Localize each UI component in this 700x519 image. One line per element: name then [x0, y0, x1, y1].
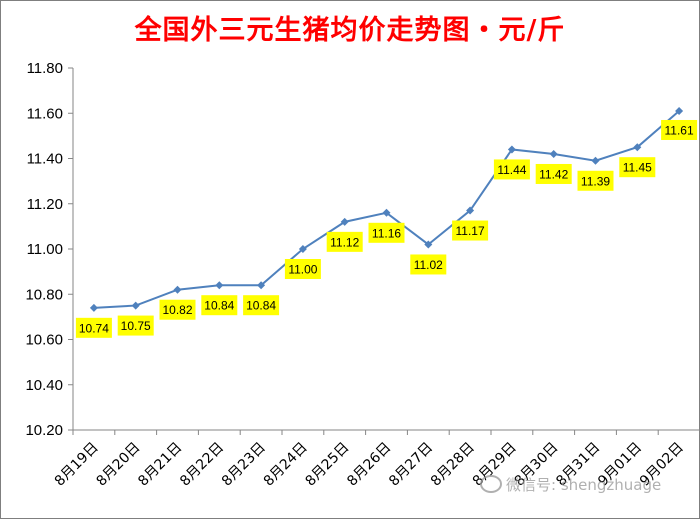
data-label-text: 10.84 — [204, 299, 234, 313]
x-tick-label: 8月27日 — [386, 440, 436, 490]
data-point-marker — [507, 145, 516, 154]
data-point-marker — [173, 285, 182, 294]
data-label-bg — [284, 259, 321, 279]
x-tick-label: 8月21日 — [135, 440, 185, 490]
data-label: 10.74 — [75, 317, 112, 338]
data-label-text: 10.82 — [162, 303, 192, 317]
y-tick-label: 10.40 — [25, 377, 63, 394]
data-label-text: 11.12 — [330, 235, 359, 249]
data-label-bg — [243, 295, 280, 316]
y-tick-label: 11.20 — [27, 196, 63, 213]
data-label-text: 11.02 — [414, 258, 443, 272]
y-tick-label: 11.40 — [27, 151, 63, 168]
data-label-text: 10.75 — [121, 319, 151, 333]
data-label-bg — [619, 157, 656, 178]
watermark-text: 微信号: shengzhuage — [506, 476, 662, 494]
data-label-bg — [452, 220, 489, 241]
data-label: 11.61 — [661, 119, 698, 140]
y-axis-ticks: 10.20 10.40 10.60 10.80 11.00 11.20 11.40 11.60… — [25, 60, 73, 439]
y-tick-label: 10.20 — [25, 422, 63, 439]
data-labels: 10.74 10.75 10.82 10.84 10.84 11.00 11.12 11.16… — [75, 119, 698, 338]
data-label-bg — [535, 163, 572, 184]
data-label: 11.00 — [284, 259, 321, 279]
data-label: 10.75 — [117, 315, 154, 336]
data-point-marker — [89, 303, 98, 312]
x-tick-label: 8月22日 — [177, 440, 227, 490]
wechat-icon — [480, 475, 502, 493]
data-label-bg — [201, 295, 238, 316]
data-label: 11.12 — [326, 231, 363, 252]
data-label-text: 11.00 — [288, 263, 317, 277]
data-label-bg — [661, 119, 698, 140]
y-tick-label: 11.80 — [27, 60, 63, 77]
data-point-marker — [549, 149, 558, 158]
data-label-text: 11.61 — [665, 123, 694, 137]
data-label: 11.17 — [452, 220, 489, 241]
data-point-marker — [466, 206, 475, 215]
x-tick-label: 8月23日 — [219, 440, 269, 490]
x-tick-label: 8月24日 — [261, 440, 311, 490]
data-label-bg — [368, 222, 405, 243]
axes — [72, 68, 700, 431]
x-tick-label: 8月20日 — [94, 440, 144, 490]
data-label: 11.44 — [493, 159, 530, 180]
data-label-text: 11.17 — [456, 224, 485, 238]
data-label-text: 11.44 — [497, 163, 526, 177]
x-tick-label: 8月19日 — [52, 440, 102, 490]
data-point-marker — [257, 281, 266, 290]
data-label-bg — [159, 299, 196, 320]
x-tick-label: 8月28日 — [428, 440, 478, 490]
data-label: 10.82 — [159, 299, 196, 320]
chart-title: 全国外三元生猪均价走势图・元/斤 — [134, 15, 566, 46]
y-tick-label: 11.60 — [27, 105, 63, 122]
data-point-marker — [424, 240, 433, 249]
data-label: 11.16 — [368, 222, 405, 243]
data-label-text: 11.42 — [539, 167, 568, 181]
data-label-text: 10.84 — [246, 299, 276, 313]
data-point-marker — [382, 208, 391, 217]
data-label: 11.42 — [535, 163, 572, 184]
data-point-marker — [215, 281, 224, 290]
data-point-marker — [298, 245, 307, 253]
data-point-marker — [633, 143, 642, 152]
data-label-bg — [493, 159, 530, 180]
data-point-marker — [340, 217, 349, 226]
data-label-bg — [326, 231, 363, 252]
data-label: 11.39 — [577, 170, 614, 191]
data-label-text: 11.16 — [372, 226, 401, 240]
data-label-bg — [75, 317, 112, 338]
data-point-marker — [131, 301, 140, 310]
data-point-marker — [591, 156, 600, 165]
data-point-marker — [675, 106, 684, 115]
x-tick-label: 8月25日 — [303, 440, 353, 490]
data-label: 10.84 — [243, 295, 280, 316]
y-tick-label: 10.60 — [25, 332, 63, 349]
data-label-bg — [117, 315, 154, 336]
series-line — [89, 106, 684, 312]
data-label-bg — [410, 254, 447, 275]
data-label-text: 10.74 — [79, 321, 109, 335]
data-label-bg — [577, 170, 614, 191]
data-label: 11.45 — [619, 157, 656, 178]
data-label: 11.02 — [410, 254, 447, 275]
data-label-text: 11.45 — [623, 161, 652, 175]
y-tick-label: 11.00 — [27, 241, 63, 258]
y-tick-label: 10.80 — [25, 286, 63, 303]
data-label: 10.84 — [201, 295, 238, 316]
x-tick-label: 8月26日 — [344, 440, 394, 490]
data-label-text: 11.39 — [581, 174, 610, 188]
watermark: 微信号: shengzhuage — [480, 474, 661, 495]
